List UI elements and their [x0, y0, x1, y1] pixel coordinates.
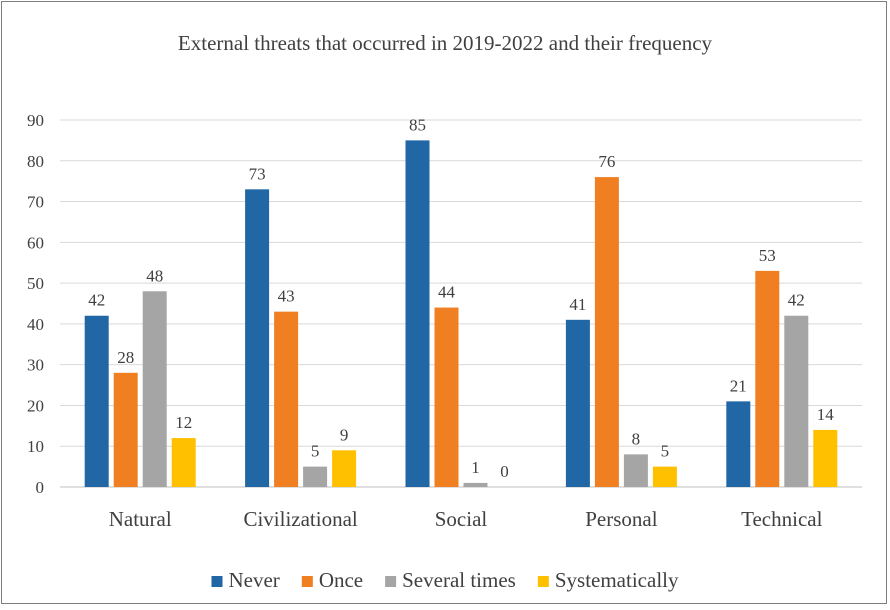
- bar: [652, 466, 677, 487]
- legend-label: Once: [319, 568, 363, 592]
- data-label: 48: [146, 266, 163, 285]
- bar: [726, 401, 751, 487]
- x-category-label: Civilizational: [243, 507, 357, 531]
- x-category-label: Social: [435, 507, 488, 531]
- bar: [463, 482, 488, 487]
- y-tick-label: 40: [27, 315, 44, 334]
- y-tick-label: 10: [27, 437, 44, 456]
- bars: [84, 140, 838, 488]
- data-label: 53: [759, 246, 776, 265]
- legend-swatch: [385, 576, 397, 587]
- legend-swatch: [211, 576, 223, 587]
- data-label: 42: [88, 291, 105, 310]
- data-label: 0: [500, 462, 509, 481]
- bar: [274, 311, 299, 487]
- bar: [784, 315, 809, 487]
- x-axis: Natural Civilizational Social Personal Techn…: [109, 507, 823, 531]
- legend: Never Once Several times Systematically: [211, 568, 679, 592]
- data-label: 76: [598, 152, 615, 171]
- data-label: 5: [661, 442, 670, 461]
- bar: [405, 140, 430, 487]
- bar: [245, 189, 270, 488]
- legend-swatch: [301, 576, 313, 587]
- bar: [142, 291, 167, 487]
- data-label: 8: [632, 429, 641, 448]
- data-label: 42: [788, 291, 805, 310]
- bar: [303, 466, 328, 487]
- legend-label: Never: [229, 568, 280, 592]
- bar: [565, 319, 590, 487]
- data-label: 43: [278, 287, 295, 306]
- bar: [171, 438, 196, 487]
- bar: [594, 177, 619, 488]
- bar: [623, 454, 648, 487]
- data-label: 9: [340, 425, 349, 444]
- data-label: 12: [175, 413, 192, 432]
- data-label: 21: [730, 376, 747, 395]
- bar: [434, 307, 459, 487]
- data-label: 44: [438, 283, 456, 302]
- y-tick-label: 0: [36, 478, 45, 497]
- chart-title: External threats that occurred in 2019-2…: [178, 31, 713, 55]
- data-label: 28: [117, 348, 134, 367]
- legend-label: Several times: [402, 568, 516, 592]
- y-axis: 0 10 20 30 40 50 60 70 80 90: [27, 111, 44, 497]
- y-tick-label: 80: [27, 152, 44, 171]
- bar: [332, 450, 357, 487]
- data-label: 85: [409, 115, 426, 134]
- bar: [113, 372, 138, 487]
- y-tick-label: 30: [27, 356, 44, 375]
- x-category-label: Technical: [741, 507, 822, 531]
- legend-label: Systematically: [555, 568, 679, 592]
- data-label: 73: [249, 164, 266, 183]
- bar: [755, 270, 780, 487]
- legend-swatch: [537, 576, 549, 587]
- x-category-label: Personal: [585, 507, 657, 531]
- data-label: 5: [311, 442, 320, 461]
- y-tick-label: 60: [27, 233, 44, 252]
- data-label: 41: [569, 295, 586, 314]
- y-tick-label: 70: [27, 193, 44, 212]
- bar: [84, 315, 109, 487]
- y-tick-label: 50: [27, 274, 44, 293]
- data-label: 14: [817, 405, 835, 424]
- bar: [813, 429, 838, 487]
- data-label: 1: [471, 458, 480, 477]
- y-tick-label: 20: [27, 396, 44, 415]
- x-category-label: Natural: [109, 507, 172, 531]
- y-tick-label: 90: [27, 111, 44, 130]
